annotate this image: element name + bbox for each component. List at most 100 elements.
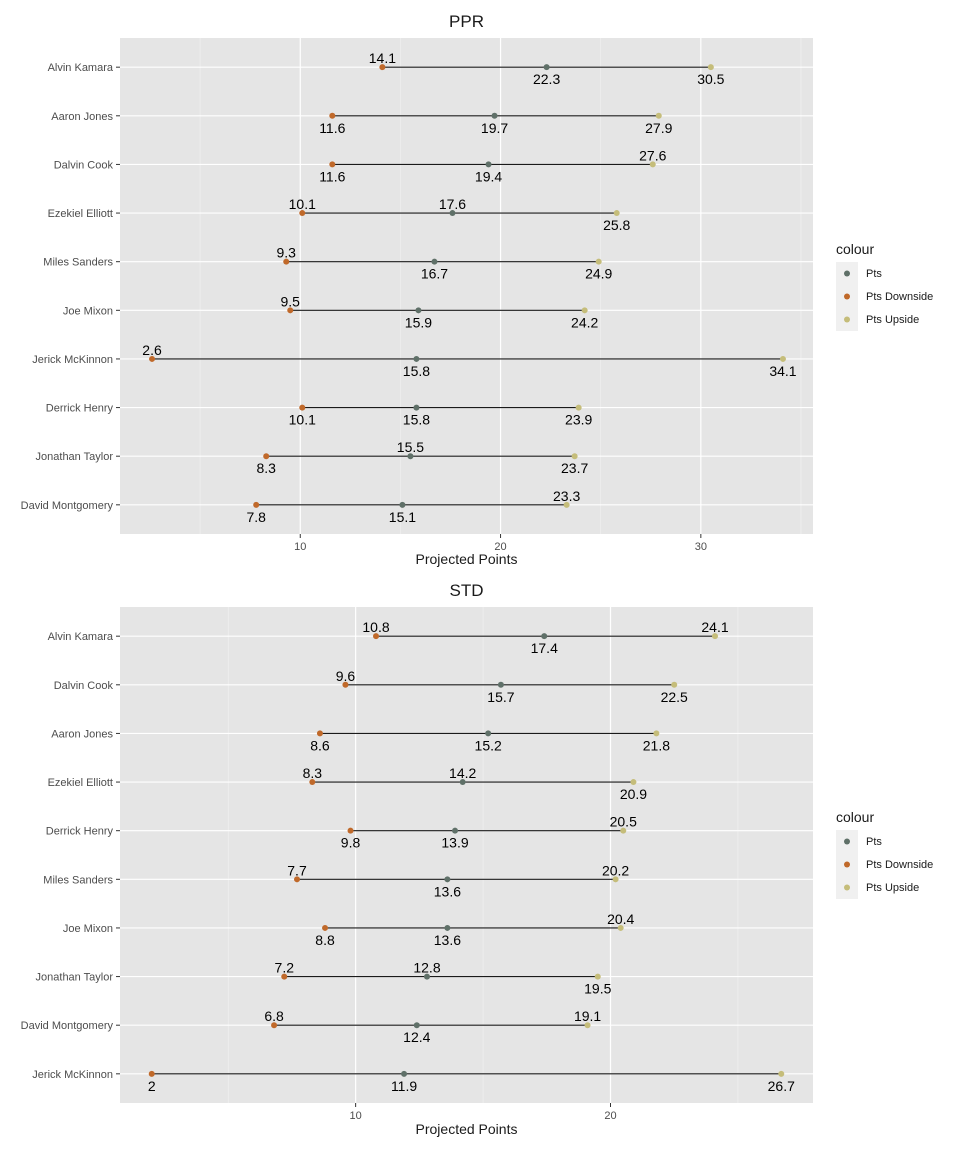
data-label-downside: 9.5	[281, 293, 301, 309]
point-pts	[413, 355, 420, 362]
legend-item-label: Pts Upside	[866, 882, 919, 894]
data-label-downside: 7.2	[275, 960, 295, 976]
data-label-pts: 19.4	[475, 168, 502, 184]
y-tick-label: Dalvin Cook	[54, 159, 114, 171]
data-label-upside: 30.5	[697, 71, 724, 87]
data-label-upside: 24.2	[571, 314, 598, 330]
point-downside	[263, 453, 270, 460]
data-label-pts: 16.7	[421, 266, 448, 282]
point-downside	[253, 501, 260, 508]
point-upside	[571, 453, 578, 460]
point-downside	[309, 779, 316, 786]
data-label-pts: 15.9	[405, 314, 432, 330]
data-label-pts: 15.8	[403, 363, 430, 379]
data-label-upside: 19.1	[574, 1008, 601, 1024]
point-pts	[415, 307, 422, 314]
data-label-pts: 15.7	[487, 689, 514, 705]
data-label-pts: 13.6	[434, 883, 461, 899]
data-label-pts: 12.8	[413, 960, 440, 976]
point-pts	[423, 973, 430, 980]
y-tick-label: Joe Mixon	[63, 923, 113, 935]
point-pts	[449, 210, 456, 217]
y-tick-label: Alvin Kamara	[48, 62, 114, 74]
point-pts	[431, 258, 438, 265]
y-tick-label: Derrick Henry	[46, 403, 114, 415]
point-upside	[630, 779, 637, 786]
data-label-downside: 8.3	[256, 460, 276, 476]
legend-key-point	[844, 293, 850, 300]
point-pts	[543, 64, 550, 71]
point-pts	[444, 924, 451, 931]
data-label-pts: 17.4	[531, 640, 558, 656]
point-downside	[271, 1022, 278, 1029]
point-downside	[322, 924, 329, 931]
legend-key-point	[844, 270, 850, 277]
data-label-downside: 10.1	[289, 196, 316, 212]
data-label-upside: 25.8	[603, 217, 630, 233]
point-downside	[373, 633, 380, 640]
data-label-downside: 8.3	[303, 765, 323, 781]
legend-key-point	[844, 838, 850, 845]
point-downside	[316, 730, 323, 737]
data-label-upside: 23.3	[553, 488, 580, 504]
data-label-downside: 14.1	[369, 50, 396, 66]
point-downside	[299, 210, 306, 217]
x-tick-label: 10	[294, 541, 306, 553]
chart-panel-ppr: PPR 10 20 30 Projected Points Alvin Kamara 14.…	[21, 12, 934, 567]
y-tick-label: Jonathan Taylor	[36, 972, 114, 984]
point-downside	[294, 876, 301, 883]
point-upside	[778, 1070, 785, 1077]
data-label-pts: 15.1	[389, 509, 416, 525]
point-pts	[399, 501, 406, 508]
y-tick-label: Ezekiel Elliott	[48, 777, 113, 789]
data-label-upside: 20.5	[610, 814, 637, 830]
y-tick-label: David Montgomery	[21, 1020, 114, 1032]
point-pts	[485, 730, 492, 737]
data-label-pts: 14.2	[449, 765, 476, 781]
point-upside	[594, 973, 601, 980]
data-label-downside: 2	[148, 1078, 156, 1094]
x-tick-label: 20	[494, 541, 506, 553]
data-label-downside: 7.8	[246, 509, 266, 525]
point-upside	[712, 633, 719, 640]
data-label-downside: 2.6	[142, 342, 162, 358]
point-upside	[779, 355, 786, 362]
data-label-upside: 21.8	[643, 737, 670, 753]
point-upside	[620, 827, 627, 834]
data-label-upside: 34.1	[769, 363, 796, 379]
point-downside	[148, 1070, 155, 1077]
data-label-pts: 15.8	[403, 412, 430, 428]
x-axis-label: Projected Points	[416, 551, 518, 567]
data-label-upside: 24.9	[585, 266, 612, 282]
data-label-pts: 13.9	[441, 835, 468, 851]
point-downside	[329, 161, 336, 168]
data-label-upside: 26.7	[768, 1078, 795, 1094]
point-upside	[575, 404, 582, 411]
panel-background	[120, 607, 813, 1103]
data-label-upside: 27.9	[645, 120, 672, 136]
point-downside	[149, 355, 156, 362]
data-label-upside: 19.5	[584, 981, 611, 997]
y-tick-label: Jonathan Taylor	[36, 451, 114, 463]
point-upside	[563, 501, 570, 508]
point-downside	[342, 681, 349, 688]
panel-background	[120, 38, 813, 534]
data-label-pts: 15.2	[475, 737, 502, 753]
y-tick-label: Miles Sanders	[43, 257, 113, 269]
legend-key-point	[844, 884, 850, 891]
chart-panel-std: STD 10 20 Projected Points Alvin Kamara 10.8 1…	[21, 581, 934, 1137]
legend-item-label: Pts	[866, 836, 882, 848]
x-tick-label: 30	[695, 541, 707, 553]
point-pts	[541, 633, 548, 640]
data-label-upside: 20.2	[602, 862, 629, 878]
data-label-downside: 6.8	[264, 1008, 284, 1024]
y-tick-label: David Montgomery	[21, 500, 114, 512]
legend-key-point	[844, 861, 850, 868]
data-label-pts: 11.9	[391, 1078, 417, 1094]
data-label-pts: 12.4	[403, 1029, 430, 1045]
point-pts	[491, 112, 498, 119]
y-tick-label: Miles Sanders	[43, 874, 113, 886]
point-pts	[413, 404, 420, 411]
point-downside	[347, 827, 354, 834]
